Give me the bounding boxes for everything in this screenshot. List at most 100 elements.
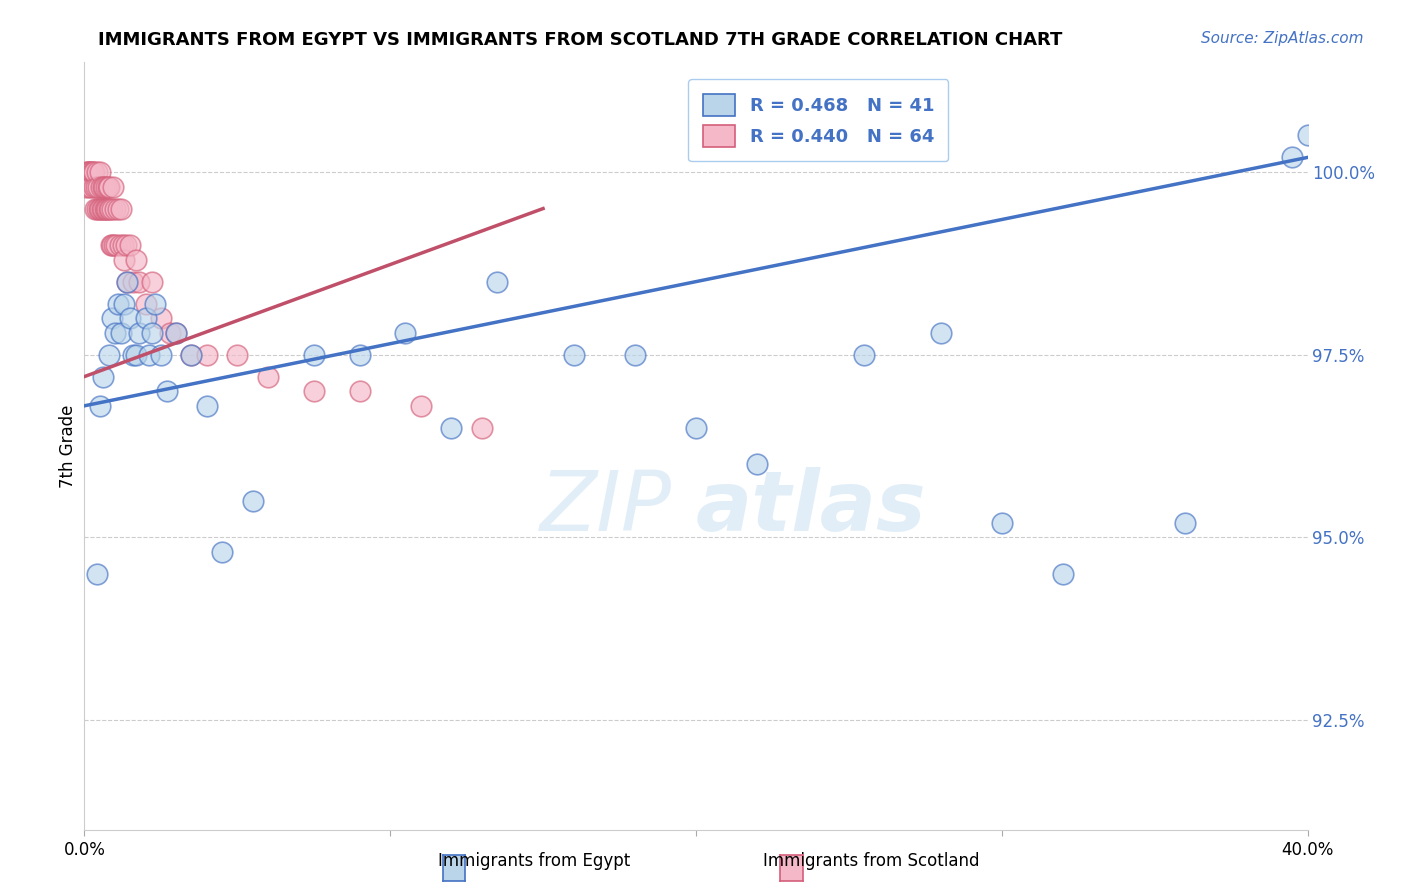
Point	[96, 202, 118, 216]
Point	[86, 202, 108, 216]
Point	[83, 179, 105, 194]
Point	[128, 326, 150, 340]
Point	[135, 296, 157, 310]
Y-axis label: 7th Grade: 7th Grade	[59, 404, 77, 488]
Point	[747, 457, 769, 471]
Point	[1052, 566, 1074, 581]
Point	[101, 202, 124, 216]
Point	[108, 238, 131, 252]
Point	[110, 202, 132, 216]
Point	[101, 238, 124, 252]
Point	[87, 179, 110, 194]
Point	[80, 165, 103, 179]
Point	[93, 179, 115, 194]
Point	[86, 566, 108, 581]
Text: Immigrants from Egypt: Immigrants from Egypt	[439, 852, 630, 870]
Text: 0.0%: 0.0%	[63, 840, 105, 858]
Point	[97, 348, 120, 362]
Point	[1281, 150, 1303, 164]
Point	[929, 326, 952, 340]
Text: 40.0%: 40.0%	[1281, 840, 1334, 858]
Point	[195, 348, 218, 362]
Point	[115, 275, 138, 289]
Point	[104, 326, 127, 340]
Point	[91, 202, 114, 216]
Point	[89, 399, 111, 413]
Point	[105, 238, 128, 252]
Point	[101, 311, 124, 326]
Point	[1174, 516, 1197, 530]
Text: IMMIGRANTS FROM EGYPT VS IMMIGRANTS FROM SCOTLAND 7TH GRADE CORRELATION CHART: IMMIGRANTS FROM EGYPT VS IMMIGRANTS FROM…	[98, 31, 1063, 49]
Text: Immigrants from Scotland: Immigrants from Scotland	[763, 852, 980, 870]
Point	[96, 179, 118, 194]
Point	[114, 238, 136, 252]
Point	[100, 238, 122, 252]
Point	[991, 516, 1014, 530]
Point	[75, 179, 97, 194]
Point	[165, 326, 187, 340]
Point	[76, 165, 98, 179]
Point	[440, 421, 463, 435]
Point	[211, 545, 233, 559]
Point	[82, 165, 104, 179]
Point	[94, 202, 117, 216]
Point	[90, 179, 112, 194]
Point	[76, 165, 98, 179]
Point	[156, 384, 179, 399]
Point	[77, 165, 100, 179]
Point	[486, 275, 509, 289]
Point	[180, 348, 202, 362]
Point	[91, 179, 114, 194]
Text: Source: ZipAtlas.com: Source: ZipAtlas.com	[1201, 31, 1364, 46]
Point	[89, 202, 111, 216]
Point	[94, 202, 117, 216]
Point	[107, 202, 129, 216]
Point	[91, 369, 114, 384]
Point	[471, 421, 494, 435]
Point	[86, 165, 108, 179]
Point	[349, 384, 371, 399]
Point	[394, 326, 416, 340]
Point	[562, 348, 585, 362]
Point	[302, 348, 325, 362]
Point	[128, 275, 150, 289]
Point	[87, 202, 110, 216]
Point	[104, 202, 127, 216]
Point	[89, 165, 111, 179]
Point	[77, 179, 100, 194]
Point	[685, 421, 707, 435]
Point	[125, 348, 148, 362]
Point	[409, 399, 432, 413]
Point	[97, 179, 120, 194]
Point	[98, 202, 121, 216]
Point	[91, 202, 114, 216]
Point	[80, 179, 103, 194]
Point	[84, 179, 107, 194]
Point	[111, 238, 134, 252]
Point	[103, 179, 125, 194]
Point	[165, 326, 187, 340]
Point	[112, 296, 135, 310]
Point	[135, 311, 157, 326]
Point	[97, 202, 120, 216]
Text: ZIP: ZIP	[540, 467, 672, 548]
Point	[853, 348, 876, 362]
Point	[112, 252, 135, 267]
Point	[83, 165, 105, 179]
Point	[79, 165, 101, 179]
Point	[107, 296, 129, 310]
Point	[180, 348, 202, 362]
Legend: R = 0.468   N = 41, R = 0.440   N = 64: R = 0.468 N = 41, R = 0.440 N = 64	[688, 79, 949, 161]
Point	[242, 493, 264, 508]
Point	[122, 348, 145, 362]
Point	[149, 311, 172, 326]
Point	[79, 165, 101, 179]
Point	[143, 296, 166, 310]
Point	[195, 399, 218, 413]
Point	[120, 311, 142, 326]
Point	[141, 275, 163, 289]
Point	[624, 348, 647, 362]
Point	[302, 384, 325, 399]
Point	[110, 326, 132, 340]
Point	[1296, 128, 1319, 143]
